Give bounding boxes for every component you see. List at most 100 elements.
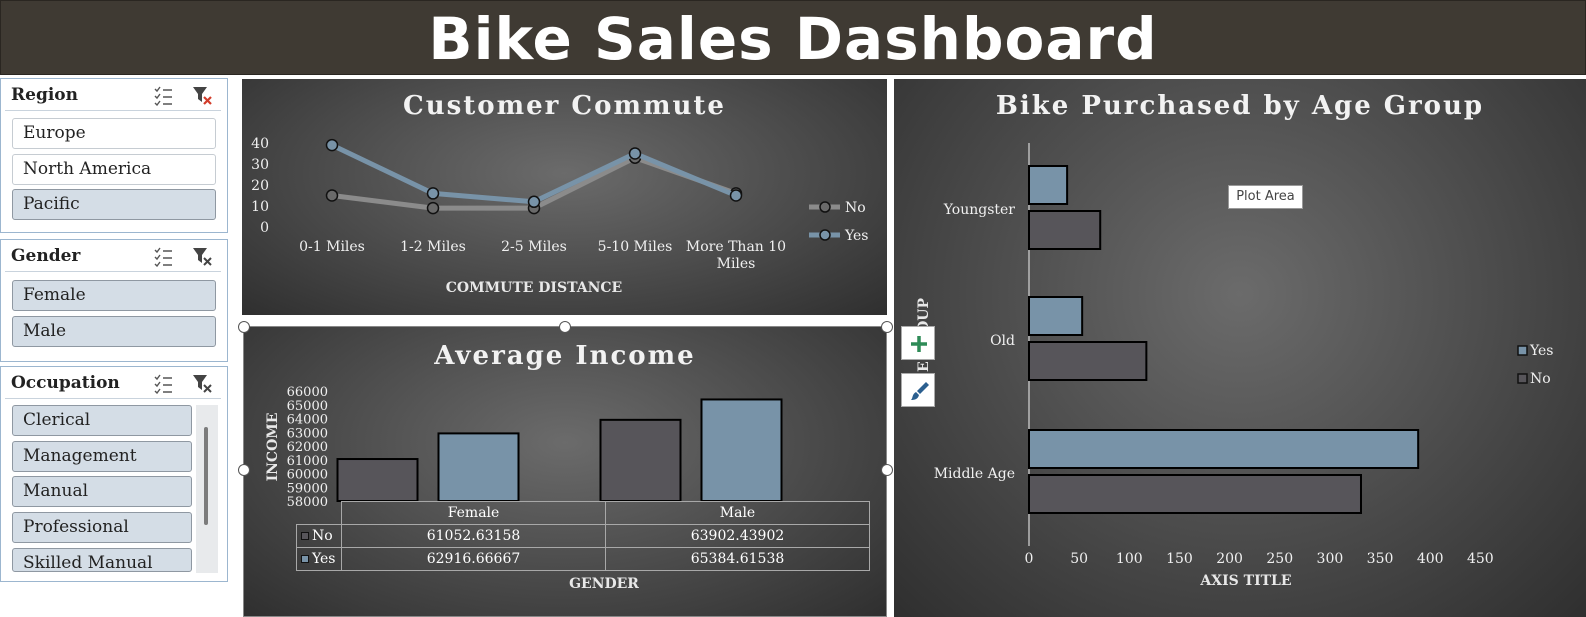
slicer-item-professional[interactable]: Professional bbox=[12, 512, 192, 543]
dashboard-banner: Bike Sales Dashboard bbox=[0, 0, 1586, 75]
resize-handle[interactable] bbox=[238, 321, 250, 333]
slicer-item-skilled-manual[interactable]: Skilled Manual bbox=[12, 548, 192, 572]
multi-select-icon[interactable] bbox=[152, 84, 174, 106]
slicer-item-europe[interactable]: Europe bbox=[12, 118, 216, 149]
age-bar-no bbox=[1028, 474, 1362, 514]
y-tick-label: 30 bbox=[251, 157, 269, 173]
multi-select-icon[interactable] bbox=[152, 372, 174, 394]
chart-title: Average Income bbox=[434, 341, 696, 371]
income-chart-svg: 5800059000600006100062000630006400065000… bbox=[265, 385, 783, 592]
table-row: Yes 62916.66667 65384.61538 bbox=[296, 547, 870, 571]
table-cell: 63902.43902 bbox=[605, 524, 870, 548]
data-point bbox=[729, 189, 743, 202]
slicer-item-manual[interactable]: Manual bbox=[12, 476, 192, 507]
y-tick-label: 58000 bbox=[287, 495, 328, 510]
x-tick-label: 400 bbox=[1417, 551, 1444, 567]
resize-handle[interactable] bbox=[881, 464, 893, 476]
y-tick-label: 59000 bbox=[287, 481, 328, 496]
table-cell: 61052.63158 bbox=[341, 524, 606, 548]
age-bar-yes bbox=[1028, 429, 1420, 469]
table-cell: 62916.66667 bbox=[341, 547, 606, 571]
resize-handle[interactable] bbox=[238, 464, 250, 476]
clear-filter-icon[interactable] bbox=[191, 245, 213, 267]
slicer-scrollbar[interactable] bbox=[196, 405, 218, 573]
customer-commute-chart[interactable]: Customer Commute 0 10 20 30 40 0-1 Miles 1-2 M… bbox=[242, 79, 887, 315]
average-income-chart[interactable]: Average Income 58000 59000 60000 61000 62000… bbox=[243, 326, 887, 617]
income-bar-yes bbox=[437, 432, 520, 502]
age-group-chart[interactable]: Bike Purchased by Age Group 0 50 100 150 200… bbox=[894, 79, 1586, 617]
legend-marker bbox=[819, 229, 831, 241]
table-header-cell: Female bbox=[341, 501, 606, 525]
income-bar-no bbox=[599, 418, 682, 502]
age-bar-no bbox=[1028, 341, 1148, 381]
legend-label: Yes bbox=[844, 228, 869, 244]
slicer-item-male[interactable]: Male bbox=[12, 316, 216, 347]
multi-select-icon[interactable] bbox=[152, 245, 174, 267]
clear-filter-icon[interactable] bbox=[191, 372, 213, 394]
legend-label: Yes bbox=[1529, 343, 1554, 359]
table-row-key: No bbox=[296, 524, 342, 548]
table-cell: 65384.61538 bbox=[605, 547, 870, 571]
y-tick-label: 64000 bbox=[287, 413, 328, 428]
table-corner bbox=[297, 502, 342, 525]
y-tick-label: 0 bbox=[260, 220, 269, 236]
scrollbar-thumb[interactable] bbox=[204, 427, 208, 525]
x-tick-label: 150 bbox=[1166, 551, 1193, 567]
x-tick-label: 0 bbox=[1025, 551, 1034, 567]
slicer-item-north-america[interactable]: North America bbox=[12, 154, 216, 185]
resize-handle[interactable] bbox=[559, 321, 571, 333]
x-tick-label: 0-1 Miles bbox=[299, 239, 365, 255]
y-tick-label: Youngster bbox=[943, 202, 1016, 218]
x-tick-label: 1-2 Miles bbox=[400, 239, 466, 255]
table-row: No 61052.63158 63902.43902 bbox=[296, 524, 870, 548]
table-header-row: Female Male bbox=[297, 501, 870, 525]
age-bar-no bbox=[1028, 210, 1102, 250]
y-tick-label: Middle Age bbox=[934, 466, 1015, 482]
y-tick-label: 40 bbox=[251, 136, 269, 152]
slicer-item-clerical[interactable]: Clerical bbox=[12, 405, 192, 436]
slicer-title: Occupation bbox=[11, 373, 120, 393]
region-slicer[interactable]: Region Europe North America Pacific bbox=[0, 78, 228, 233]
plus-icon bbox=[911, 336, 927, 352]
data-table: Female Male No 61052.63158 63902.43902 Y… bbox=[296, 501, 870, 571]
slicer-header: Occupation bbox=[5, 367, 221, 399]
x-tick-label: 100 bbox=[1116, 551, 1143, 567]
data-point bbox=[527, 195, 541, 209]
chart-styles-button[interactable] bbox=[901, 373, 935, 407]
y-tick-label: 66000 bbox=[287, 385, 328, 400]
slicer-item-management[interactable]: Management bbox=[12, 441, 192, 472]
gender-slicer[interactable]: Gender Female Male bbox=[0, 239, 228, 362]
data-point bbox=[325, 138, 339, 152]
legend-marker bbox=[819, 201, 831, 213]
y-tick-label: 61000 bbox=[287, 454, 328, 469]
y-tick-label: 65000 bbox=[287, 399, 328, 414]
age-bar-yes bbox=[1028, 165, 1069, 205]
income-bar-no bbox=[336, 458, 419, 503]
slicer-item-pacific[interactable]: Pacific bbox=[12, 189, 216, 220]
occupation-slicer[interactable]: Occupation Clerical Management Manual Pr… bbox=[0, 366, 228, 582]
slicer-title: Region bbox=[11, 85, 78, 105]
chart-elements-button[interactable] bbox=[901, 326, 935, 360]
clear-filter-icon[interactable] bbox=[191, 84, 213, 106]
y-tick-label: 63000 bbox=[287, 426, 328, 441]
y-tick-label: 10 bbox=[251, 199, 269, 215]
y-axis-title: INCOME bbox=[265, 413, 281, 482]
resize-handle[interactable] bbox=[881, 321, 893, 333]
y-tick-label: 60000 bbox=[287, 468, 328, 483]
line-chart-svg: 0 10 20 30 40 0-1 Miles 1-2 Miles 2-5 Miles 5-10… bbox=[251, 136, 869, 296]
paintbrush-icon bbox=[911, 382, 929, 400]
table-header-cell: Male bbox=[605, 501, 870, 525]
x-tick-label: 50 bbox=[1070, 551, 1088, 567]
legend-key-no bbox=[301, 532, 309, 540]
x-tick-label: 2-5 Miles bbox=[501, 239, 567, 255]
slicer-item-female[interactable]: Female bbox=[12, 280, 216, 311]
x-tick-label: 200 bbox=[1216, 551, 1243, 567]
x-tick-label: 300 bbox=[1317, 551, 1344, 567]
table-series-name: Yes bbox=[312, 551, 336, 567]
x-axis-title: COMMUTE DISTANCE bbox=[446, 280, 622, 296]
table-row-key: Yes bbox=[296, 547, 342, 571]
plot-area-tooltip: Plot Area bbox=[1228, 185, 1303, 209]
legend-key bbox=[1517, 345, 1528, 356]
legend-key bbox=[1517, 373, 1528, 384]
